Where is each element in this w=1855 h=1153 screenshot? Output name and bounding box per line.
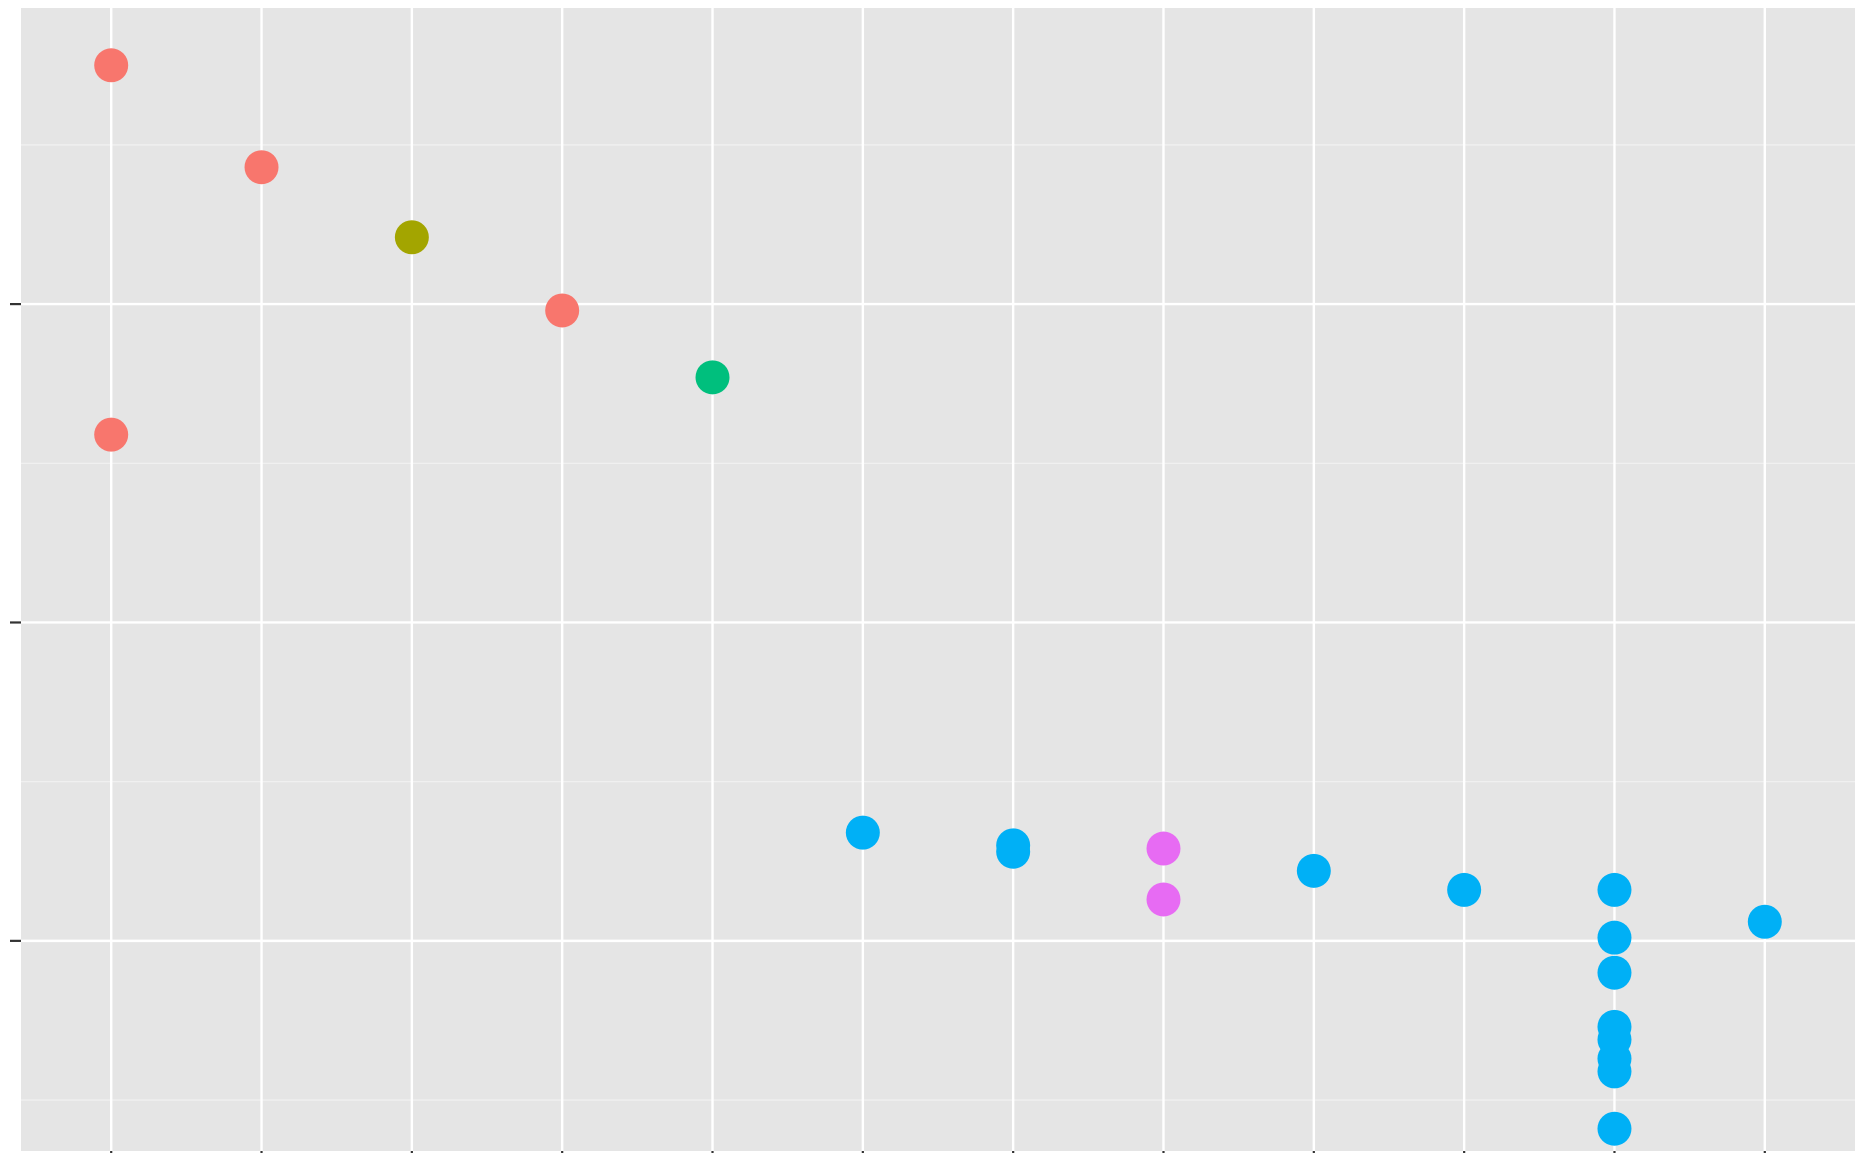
data-point: [94, 48, 129, 83]
data-point: [1597, 920, 1632, 955]
data-points: [94, 48, 1782, 1146]
panel-background: [21, 8, 1855, 1151]
data-point: [94, 417, 129, 452]
data-point: [1146, 831, 1181, 866]
data-point: [1146, 882, 1181, 917]
data-point: [1597, 872, 1632, 907]
data-point: [545, 293, 580, 328]
data-point: [1597, 955, 1632, 990]
minor-gridlines: [21, 144, 1855, 1101]
major-gridlines: [21, 8, 1855, 1151]
data-point: [1296, 853, 1331, 888]
data-point: [1447, 872, 1482, 907]
data-point: [845, 815, 880, 850]
data-point: [1597, 1111, 1632, 1146]
data-point: [394, 220, 429, 255]
data-point: [1747, 904, 1782, 939]
data-point: [1597, 1054, 1632, 1089]
data-point: [244, 150, 279, 185]
data-point: [996, 834, 1031, 869]
data-point: [695, 360, 730, 395]
